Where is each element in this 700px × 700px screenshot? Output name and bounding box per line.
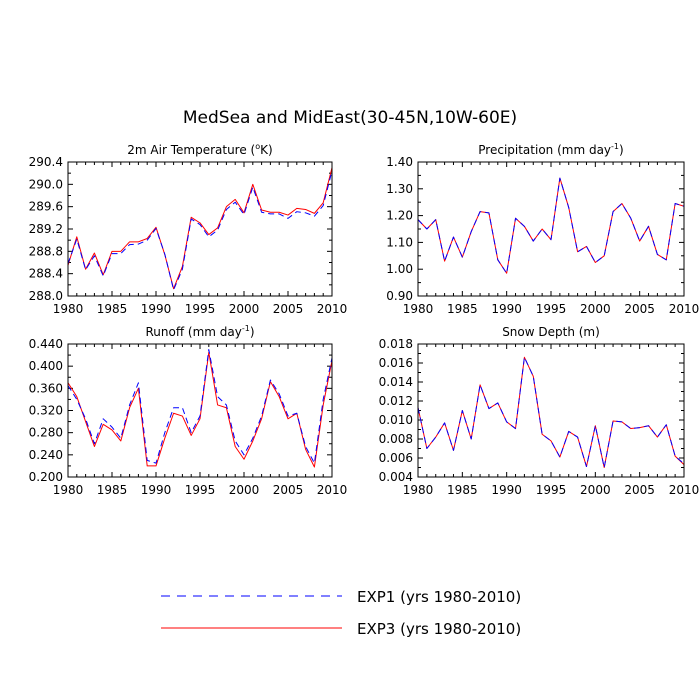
y-tick-label: 0.400 [29,359,63,373]
snow-depth-series-exp3 [417,356,685,468]
air-temperature-title: 2m Air Temperature (oK) [127,142,272,157]
legend-label-exp1: EXP1 (yrs 1980-2010) [357,588,521,606]
x-tick-label: 2000 [580,302,611,316]
legend-label-exp3: EXP3 (yrs 1980-2010) [357,620,521,638]
air-temperature-plot-frame [67,161,333,297]
x-tick-label: 2000 [580,483,611,497]
x-tick-label: 1990 [141,483,172,497]
y-tick-label: 1.00 [386,262,413,276]
x-tick-label: 2005 [273,483,304,497]
x-tick-label: 1985 [447,483,478,497]
snow-depth-series-exp1 [417,356,685,468]
precipitation-series-exp1 [417,177,685,274]
y-tick-label: 1.40 [386,155,413,169]
snow-depth-title: Snow Depth (m) [502,325,600,339]
y-tick-label: 0.90 [386,289,413,303]
y-tick-label: 1.30 [386,182,413,196]
y-tick-label: 288.4 [29,267,63,281]
runoff-series-exp1 [67,349,333,464]
y-tick-label: 288.8 [29,244,63,258]
x-tick-label: 1980 [53,483,84,497]
y-tick-label: 0.014 [379,375,413,389]
air-temperature-series-exp3 [67,167,333,290]
x-tick-label: 2010 [669,483,700,497]
y-tick-label: 1.20 [386,209,413,223]
x-tick-label: 1985 [97,302,128,316]
y-tick-label: 1.10 [386,235,413,249]
air-temperature-series-exp1 [67,170,333,291]
runoff-series-exp3 [67,351,333,468]
x-tick-label: 2005 [624,483,655,497]
y-tick-label: 289.2 [29,222,63,236]
x-tick-label: 1990 [491,483,522,497]
x-tick-label: 2000 [229,483,260,497]
x-tick-label: 2005 [273,302,304,316]
x-tick-label: 1995 [536,302,567,316]
panel-precipitation: Precipitation (mm day-1) 1980 1985 1990 1995… [386,142,699,316]
y-tick-label: 0.440 [29,337,63,351]
x-tick-label: 1985 [97,483,128,497]
legend: EXP1 (yrs 1980-2010) EXP3 (yrs 1980-2010) [161,588,521,638]
x-tick-label: 2010 [669,302,700,316]
snow-depth-plot-frame [417,343,685,478]
y-tick-label: 289.6 [29,200,63,214]
y-tick-label: 0.320 [29,404,63,418]
runoff-title: Runoff (mm day-1) [145,324,254,339]
x-tick-label: 1990 [141,302,172,316]
y-tick-label: 0.004 [379,470,413,484]
y-tick-label: 0.006 [379,451,413,465]
y-tick-label: 288.0 [29,289,63,303]
precipitation-title: Precipitation (mm day-1) [478,142,623,157]
y-tick-label: 0.018 [379,337,413,351]
x-tick-label: 2010 [317,302,348,316]
x-tick-label: 1995 [536,483,567,497]
x-tick-label: 2000 [229,302,260,316]
x-tick-label: 1980 [403,302,434,316]
panel-runoff: Runoff (mm day-1) 1980 1985 1990 1995 2000 200… [29,324,348,497]
panel-snow-depth: Snow Depth (m) 1980 1985 1990 1995 2000 2005 20… [379,325,700,497]
x-tick-label: 1990 [491,302,522,316]
panels: 2m Air Temperature (oK) 1980 1985 1990 1995 2… [29,142,700,497]
y-tick-label: 0.240 [29,448,63,462]
y-tick-label: 290.0 [29,177,63,191]
runoff-plot-frame [67,343,333,478]
x-tick-label: 2005 [624,302,655,316]
x-tick-label: 1995 [185,483,216,497]
x-tick-label: 1980 [403,483,434,497]
y-tick-label: 0.360 [29,381,63,395]
x-tick-label: 1980 [53,302,84,316]
y-tick-label: 0.016 [379,356,413,370]
x-tick-label: 1985 [447,302,478,316]
panel-air-temperature: 2m Air Temperature (oK) 1980 1985 1990 1995 2… [29,142,348,316]
y-tick-label: 0.280 [29,426,63,440]
x-tick-label: 2010 [317,483,348,497]
y-tick-label: 0.008 [379,432,413,446]
y-tick-label: 0.200 [29,470,63,484]
y-tick-label: 0.012 [379,394,413,408]
y-tick-label: 0.010 [379,413,413,427]
y-tick-label: 290.4 [29,155,63,169]
figure-title: MedSea and MidEast(30-45N,10W-60E) [183,108,517,128]
x-tick-label: 1995 [185,302,216,316]
precipitation-series-exp3 [417,177,685,274]
precipitation-plot-frame [417,161,685,297]
